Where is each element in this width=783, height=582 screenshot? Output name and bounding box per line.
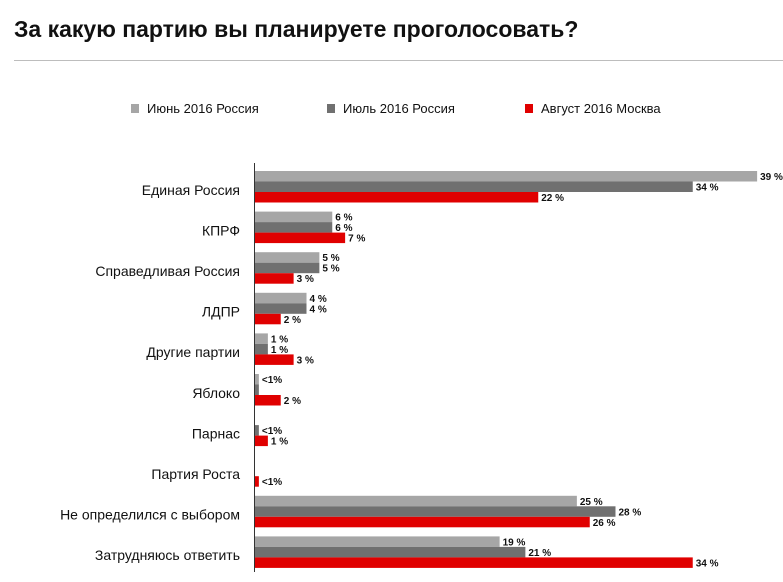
data-label: 1 % bbox=[271, 437, 288, 448]
category-group-лдпр: ЛДПР 4 %4 % 2 % bbox=[202, 292, 327, 326]
data-label: 4 % bbox=[310, 294, 327, 305]
legend-swatch bbox=[327, 104, 335, 113]
legend-label: Август 2016 Москва bbox=[541, 101, 661, 116]
category-group-парнас: Парнас <1%1 % bbox=[192, 425, 288, 448]
bar bbox=[255, 395, 281, 406]
bar bbox=[255, 476, 259, 487]
bar bbox=[255, 211, 333, 223]
bar bbox=[255, 495, 577, 507]
data-label: 21 % bbox=[528, 548, 551, 559]
category-group-партия-роста: Партия Роста <1% bbox=[151, 466, 282, 488]
data-label: 26 % bbox=[593, 518, 616, 529]
category-group-справедливая-россия: Справедливая Россия 5 %5 % 3 % bbox=[95, 252, 340, 285]
bar bbox=[255, 232, 346, 244]
bar bbox=[255, 292, 307, 304]
bar bbox=[255, 333, 268, 344]
bar bbox=[255, 384, 259, 395]
bar bbox=[255, 273, 294, 284]
category-group-яблоко: Яблоко <1%2 % bbox=[192, 374, 301, 407]
data-label: 28 % bbox=[619, 507, 642, 518]
category-group-другие-партии: Другие партии 1 %1 % 3 % bbox=[146, 333, 314, 366]
bar bbox=[255, 374, 259, 385]
bar bbox=[255, 171, 758, 182]
bar bbox=[255, 506, 616, 517]
legend-item: Август 2016 Москва bbox=[525, 101, 661, 116]
category-group-единая-россия: Единая Россия 39 % 34 % 22 % bbox=[142, 171, 783, 204]
data-label: 3 % bbox=[297, 274, 314, 285]
bar bbox=[255, 181, 693, 192]
category-label: Единая Россия bbox=[142, 182, 240, 198]
data-label: 34 % bbox=[696, 183, 719, 194]
bar bbox=[255, 252, 320, 263]
data-label: 2 % bbox=[284, 396, 301, 407]
bar bbox=[255, 262, 320, 274]
data-label: 5 % bbox=[322, 264, 339, 275]
bar bbox=[255, 313, 281, 325]
bar bbox=[255, 192, 539, 203]
category-label: ЛДПР bbox=[202, 304, 240, 320]
legend-item: Июль 2016 Россия bbox=[327, 101, 455, 116]
chart-legend: Июнь 2016 Россия Июль 2016 Россия Август 2… bbox=[131, 101, 661, 116]
bar bbox=[255, 343, 268, 355]
data-label: 34 % bbox=[696, 558, 719, 569]
title-divider bbox=[14, 60, 783, 61]
category-label: Затрудняюсь ответить bbox=[95, 547, 240, 563]
category-label: Партия Роста bbox=[151, 466, 240, 482]
legend-swatch bbox=[525, 104, 533, 113]
data-label: 25 % bbox=[580, 497, 603, 508]
category-label: Другие партии bbox=[146, 344, 240, 360]
legend-label: Июль 2016 Россия bbox=[343, 101, 455, 116]
data-label: 3 % bbox=[297, 355, 314, 366]
data-label: 19 % bbox=[503, 537, 526, 548]
bar bbox=[255, 536, 500, 547]
data-label: 1 % bbox=[271, 334, 288, 345]
data-label: 1 % bbox=[271, 345, 288, 356]
legend-item: Июнь 2016 Россия bbox=[131, 101, 259, 116]
bar bbox=[255, 303, 307, 314]
category-label: КПРФ bbox=[202, 222, 240, 238]
data-label: 6 % bbox=[335, 223, 352, 234]
data-label: 4 % bbox=[310, 304, 327, 315]
bar bbox=[255, 435, 268, 447]
bar bbox=[255, 516, 590, 528]
data-label: 7 % bbox=[348, 234, 365, 245]
data-label: <1% bbox=[262, 375, 282, 386]
legend-swatch bbox=[131, 104, 139, 113]
category-label: Не определился с выбором bbox=[60, 507, 240, 523]
data-label: 39 % bbox=[760, 172, 783, 183]
bar bbox=[255, 354, 294, 365]
data-label: <1% bbox=[262, 477, 282, 488]
chart-title: За какую партию вы планируете проголосов… bbox=[14, 16, 579, 42]
category-label: Справедливая Россия bbox=[95, 263, 240, 279]
category-group-затрудняюсь-ответить: Затрудняюсь ответить 19 %21 % 34 % bbox=[95, 536, 719, 569]
bar bbox=[255, 222, 333, 233]
data-label: 22 % bbox=[541, 193, 564, 204]
data-label: 6 % bbox=[335, 213, 352, 224]
bar bbox=[255, 557, 693, 568]
bar bbox=[255, 546, 526, 558]
category-label: Парнас bbox=[192, 425, 240, 441]
category-label: Яблоко bbox=[192, 385, 240, 401]
data-label: 2 % bbox=[284, 315, 301, 326]
legend-label: Июнь 2016 Россия bbox=[147, 101, 259, 116]
data-label: 5 % bbox=[322, 253, 339, 264]
bar bbox=[255, 425, 259, 436]
category-group-не-определился-с-выбором: Не определился с выбором 25 % 28 %26 % bbox=[60, 495, 642, 529]
data-label: <1% bbox=[262, 426, 282, 437]
